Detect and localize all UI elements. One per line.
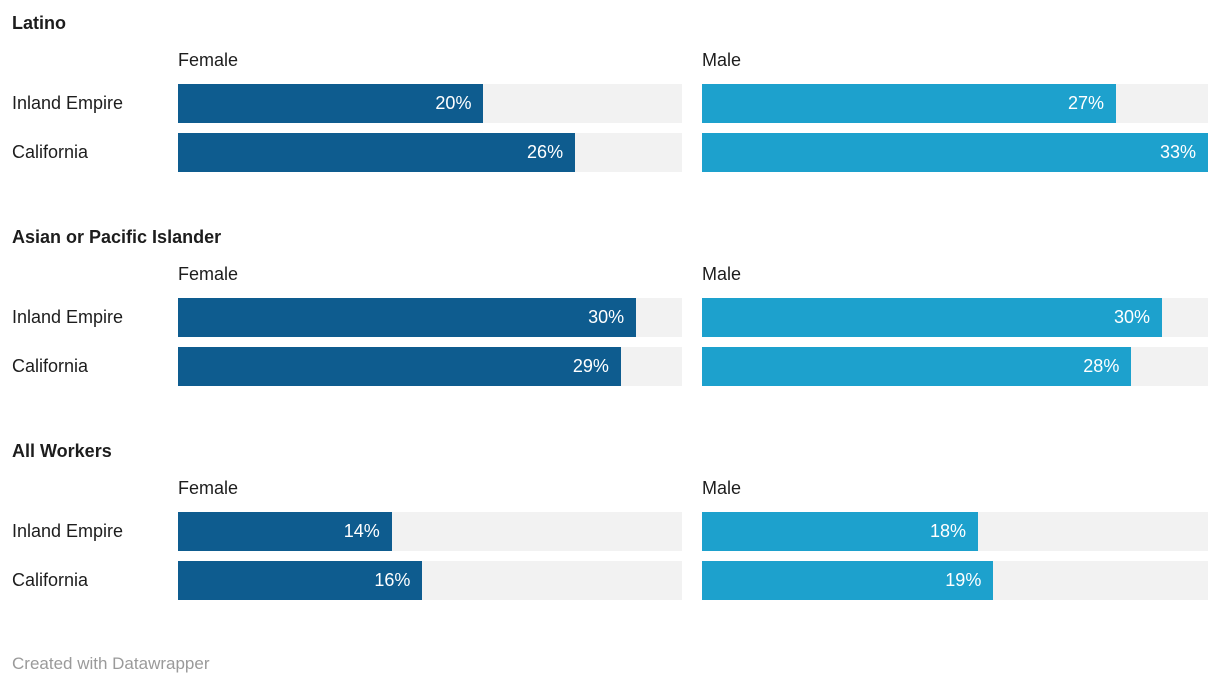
- bar-track-male: 27%: [702, 84, 1208, 123]
- bar-track-female: 29%: [178, 347, 682, 386]
- bar-track-male: 19%: [702, 561, 1208, 600]
- bar-male: 30%: [702, 298, 1162, 337]
- bar-track-male: 18%: [702, 512, 1208, 551]
- bar-female: 29%: [178, 347, 621, 386]
- bar-value-label: 30%: [588, 307, 625, 327]
- bar-value-label: 30%: [1113, 307, 1150, 327]
- bar-track-female: 20%: [178, 84, 682, 123]
- bar-value-label: 16%: [374, 570, 411, 590]
- bar-male: 33%: [702, 133, 1208, 172]
- column-headers: Female Male: [12, 264, 1208, 284]
- bar-value-label: 19%: [945, 570, 982, 590]
- bar-female: 26%: [178, 133, 576, 172]
- group-asian-or-pacific-islander: Asian or Pacific Islander Female Male In…: [12, 226, 1208, 386]
- group-all-workers: All Workers Female Male Inland Empire 14…: [12, 440, 1208, 600]
- bar-track-female: 30%: [178, 298, 682, 337]
- bar-female: 16%: [178, 561, 423, 600]
- column-header-male: Male: [702, 478, 742, 498]
- row-label: California: [12, 356, 89, 376]
- bar-track-female: 16%: [178, 561, 682, 600]
- bar-track-male: 30%: [702, 298, 1208, 337]
- bar-row: Inland Empire 14% 18%: [12, 512, 1208, 551]
- bar-female: 20%: [178, 84, 484, 123]
- bar-value-label: 27%: [1067, 93, 1104, 113]
- bar-male: 28%: [702, 347, 1132, 386]
- bar-male: 19%: [702, 561, 994, 600]
- datawrapper-credit[interactable]: Created with Datawrapper: [12, 654, 210, 673]
- row-label: Inland Empire: [12, 307, 124, 327]
- bar-row: California 26% 33%: [12, 133, 1208, 172]
- row-label: Inland Empire: [12, 521, 124, 541]
- group-title: Asian or Pacific Islander: [12, 227, 222, 247]
- bar-value-label: 18%: [929, 521, 966, 541]
- row-label: California: [12, 570, 89, 590]
- column-header-male: Male: [702, 50, 742, 70]
- bar-track-female: 14%: [178, 512, 682, 551]
- column-headers: Female Male: [12, 478, 1208, 498]
- group-title: All Workers: [12, 441, 112, 461]
- chart: Latino Female Male Inland Empire 20% 27%…: [12, 12, 1208, 674]
- bar-row: Inland Empire 20% 27%: [12, 84, 1208, 123]
- row-label: Inland Empire: [12, 93, 124, 113]
- bar-value-label: 28%: [1083, 356, 1120, 376]
- bar-track-male: 33%: [702, 133, 1208, 172]
- bar-value-label: 26%: [527, 142, 564, 162]
- column-header-female: Female: [178, 264, 239, 284]
- column-header-female: Female: [178, 478, 239, 498]
- column-headers: Female Male: [12, 50, 1208, 70]
- column-header-male: Male: [702, 264, 742, 284]
- bar-track-male: 28%: [702, 347, 1208, 386]
- bar-female: 30%: [178, 298, 637, 337]
- bar-row: California 16% 19%: [12, 561, 1208, 600]
- bar-value-label: 20%: [435, 93, 472, 113]
- bar-male: 27%: [702, 84, 1116, 123]
- bar-value-label: 14%: [343, 521, 380, 541]
- bar-track-female: 26%: [178, 133, 682, 172]
- group-latino: Latino Female Male Inland Empire 20% 27%…: [12, 12, 1208, 172]
- bar-female: 14%: [178, 512, 392, 551]
- bar-value-label: 33%: [1159, 142, 1196, 162]
- group-title: Latino: [12, 13, 66, 33]
- bar-male: 18%: [702, 512, 978, 551]
- bar-value-label: 29%: [572, 356, 609, 376]
- bar-row: California 29% 28%: [12, 347, 1208, 386]
- bar-row: Inland Empire 30% 30%: [12, 298, 1208, 337]
- row-label: California: [12, 142, 89, 162]
- column-header-female: Female: [178, 50, 239, 70]
